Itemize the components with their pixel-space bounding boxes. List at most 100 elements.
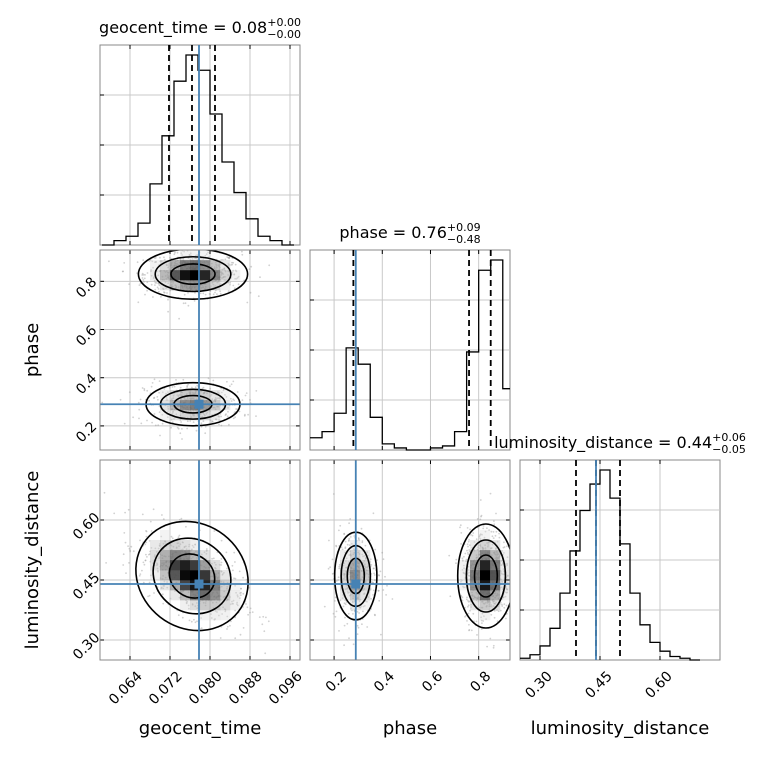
sample-point xyxy=(211,562,213,565)
sample-point xyxy=(491,547,493,549)
x-tick-label: 0.45 xyxy=(582,668,615,701)
sample-point xyxy=(329,566,331,569)
sample-point xyxy=(500,559,503,562)
sample-point xyxy=(121,270,124,273)
sample-point xyxy=(150,530,153,532)
sample-point xyxy=(223,267,226,269)
sample-point xyxy=(204,425,207,428)
sample-point xyxy=(169,597,172,600)
sample-point xyxy=(150,385,153,388)
sample-point xyxy=(158,284,161,287)
sample-point xyxy=(234,277,237,280)
sample-point xyxy=(219,398,222,400)
sample-point xyxy=(506,545,508,548)
sample-point xyxy=(218,392,220,395)
sample-point xyxy=(205,550,208,552)
sample-point xyxy=(229,624,231,627)
title-phase: phase = 0.76+0.09 xyxy=(339,221,480,242)
sample-point xyxy=(153,276,155,279)
sample-point xyxy=(504,591,506,593)
sample-point xyxy=(469,544,471,547)
sample-point xyxy=(257,295,260,298)
sample-point xyxy=(219,292,222,295)
sample-point xyxy=(226,625,229,628)
sample-point xyxy=(184,302,187,305)
sample-point xyxy=(236,601,239,604)
sample-point xyxy=(178,518,181,521)
sample-point xyxy=(363,592,366,595)
sample-point xyxy=(225,413,227,416)
sample-point xyxy=(373,574,376,576)
sample-point xyxy=(105,562,107,564)
sample-point xyxy=(141,569,143,572)
sample-point xyxy=(163,256,165,259)
sample-point xyxy=(185,548,188,551)
sample-point xyxy=(461,557,464,560)
density-cell xyxy=(200,550,211,561)
sample-point xyxy=(352,601,354,604)
contour-line xyxy=(135,520,249,632)
sample-point xyxy=(335,544,337,547)
sample-point xyxy=(200,422,203,425)
sample-point xyxy=(208,293,211,295)
sample-point xyxy=(490,613,493,616)
sample-point xyxy=(233,577,235,580)
sample-point xyxy=(366,626,369,628)
sample-point xyxy=(138,417,140,420)
sample-point xyxy=(227,256,230,259)
sample-point xyxy=(227,264,230,267)
sample-point xyxy=(231,263,234,266)
density-cell xyxy=(470,550,481,561)
density-cell xyxy=(210,560,221,571)
sample-point xyxy=(172,410,175,413)
sample-point xyxy=(372,594,374,596)
sample-point xyxy=(226,380,228,383)
sample-point xyxy=(125,572,127,574)
sample-point xyxy=(224,258,227,261)
sample-point xyxy=(182,257,185,260)
density-cell xyxy=(220,280,231,291)
sample-point xyxy=(163,388,166,390)
sample-point xyxy=(150,270,152,273)
sample-point xyxy=(506,575,509,577)
sample-point xyxy=(493,520,495,522)
sample-point xyxy=(179,432,182,435)
sample-point xyxy=(349,536,352,538)
sample-point xyxy=(232,284,235,287)
density-cell xyxy=(480,560,491,571)
sample-point xyxy=(362,605,365,608)
sample-point xyxy=(227,281,230,284)
sample-point xyxy=(205,552,208,555)
sample-point xyxy=(371,581,374,584)
sample-point xyxy=(348,522,350,525)
y-tick-label: 0.4 xyxy=(73,371,100,398)
sample-point xyxy=(344,616,346,619)
sample-point xyxy=(462,571,465,574)
sample-point xyxy=(239,594,242,596)
sample-point xyxy=(491,543,494,546)
sample-point xyxy=(480,515,482,518)
sample-point xyxy=(204,432,207,435)
density-cell xyxy=(190,270,201,281)
sample-point xyxy=(462,560,464,562)
sample-point xyxy=(170,426,173,429)
sample-point xyxy=(247,413,250,416)
sample-point xyxy=(150,283,153,286)
density-cell xyxy=(180,390,191,401)
density-cell xyxy=(220,570,231,581)
sample-point xyxy=(166,581,169,583)
sample-point xyxy=(501,603,503,606)
sample-point xyxy=(472,612,475,615)
sample-point xyxy=(154,288,157,291)
density-cell xyxy=(190,560,201,571)
sample-point xyxy=(186,420,189,423)
density-cell xyxy=(180,560,191,571)
sample-point xyxy=(226,415,229,418)
sample-point xyxy=(504,595,507,598)
sample-point xyxy=(128,547,131,550)
sample-point xyxy=(162,585,165,587)
sample-point xyxy=(218,397,220,400)
sample-point xyxy=(163,580,166,583)
sample-point xyxy=(460,580,462,583)
sample-point xyxy=(132,550,135,553)
